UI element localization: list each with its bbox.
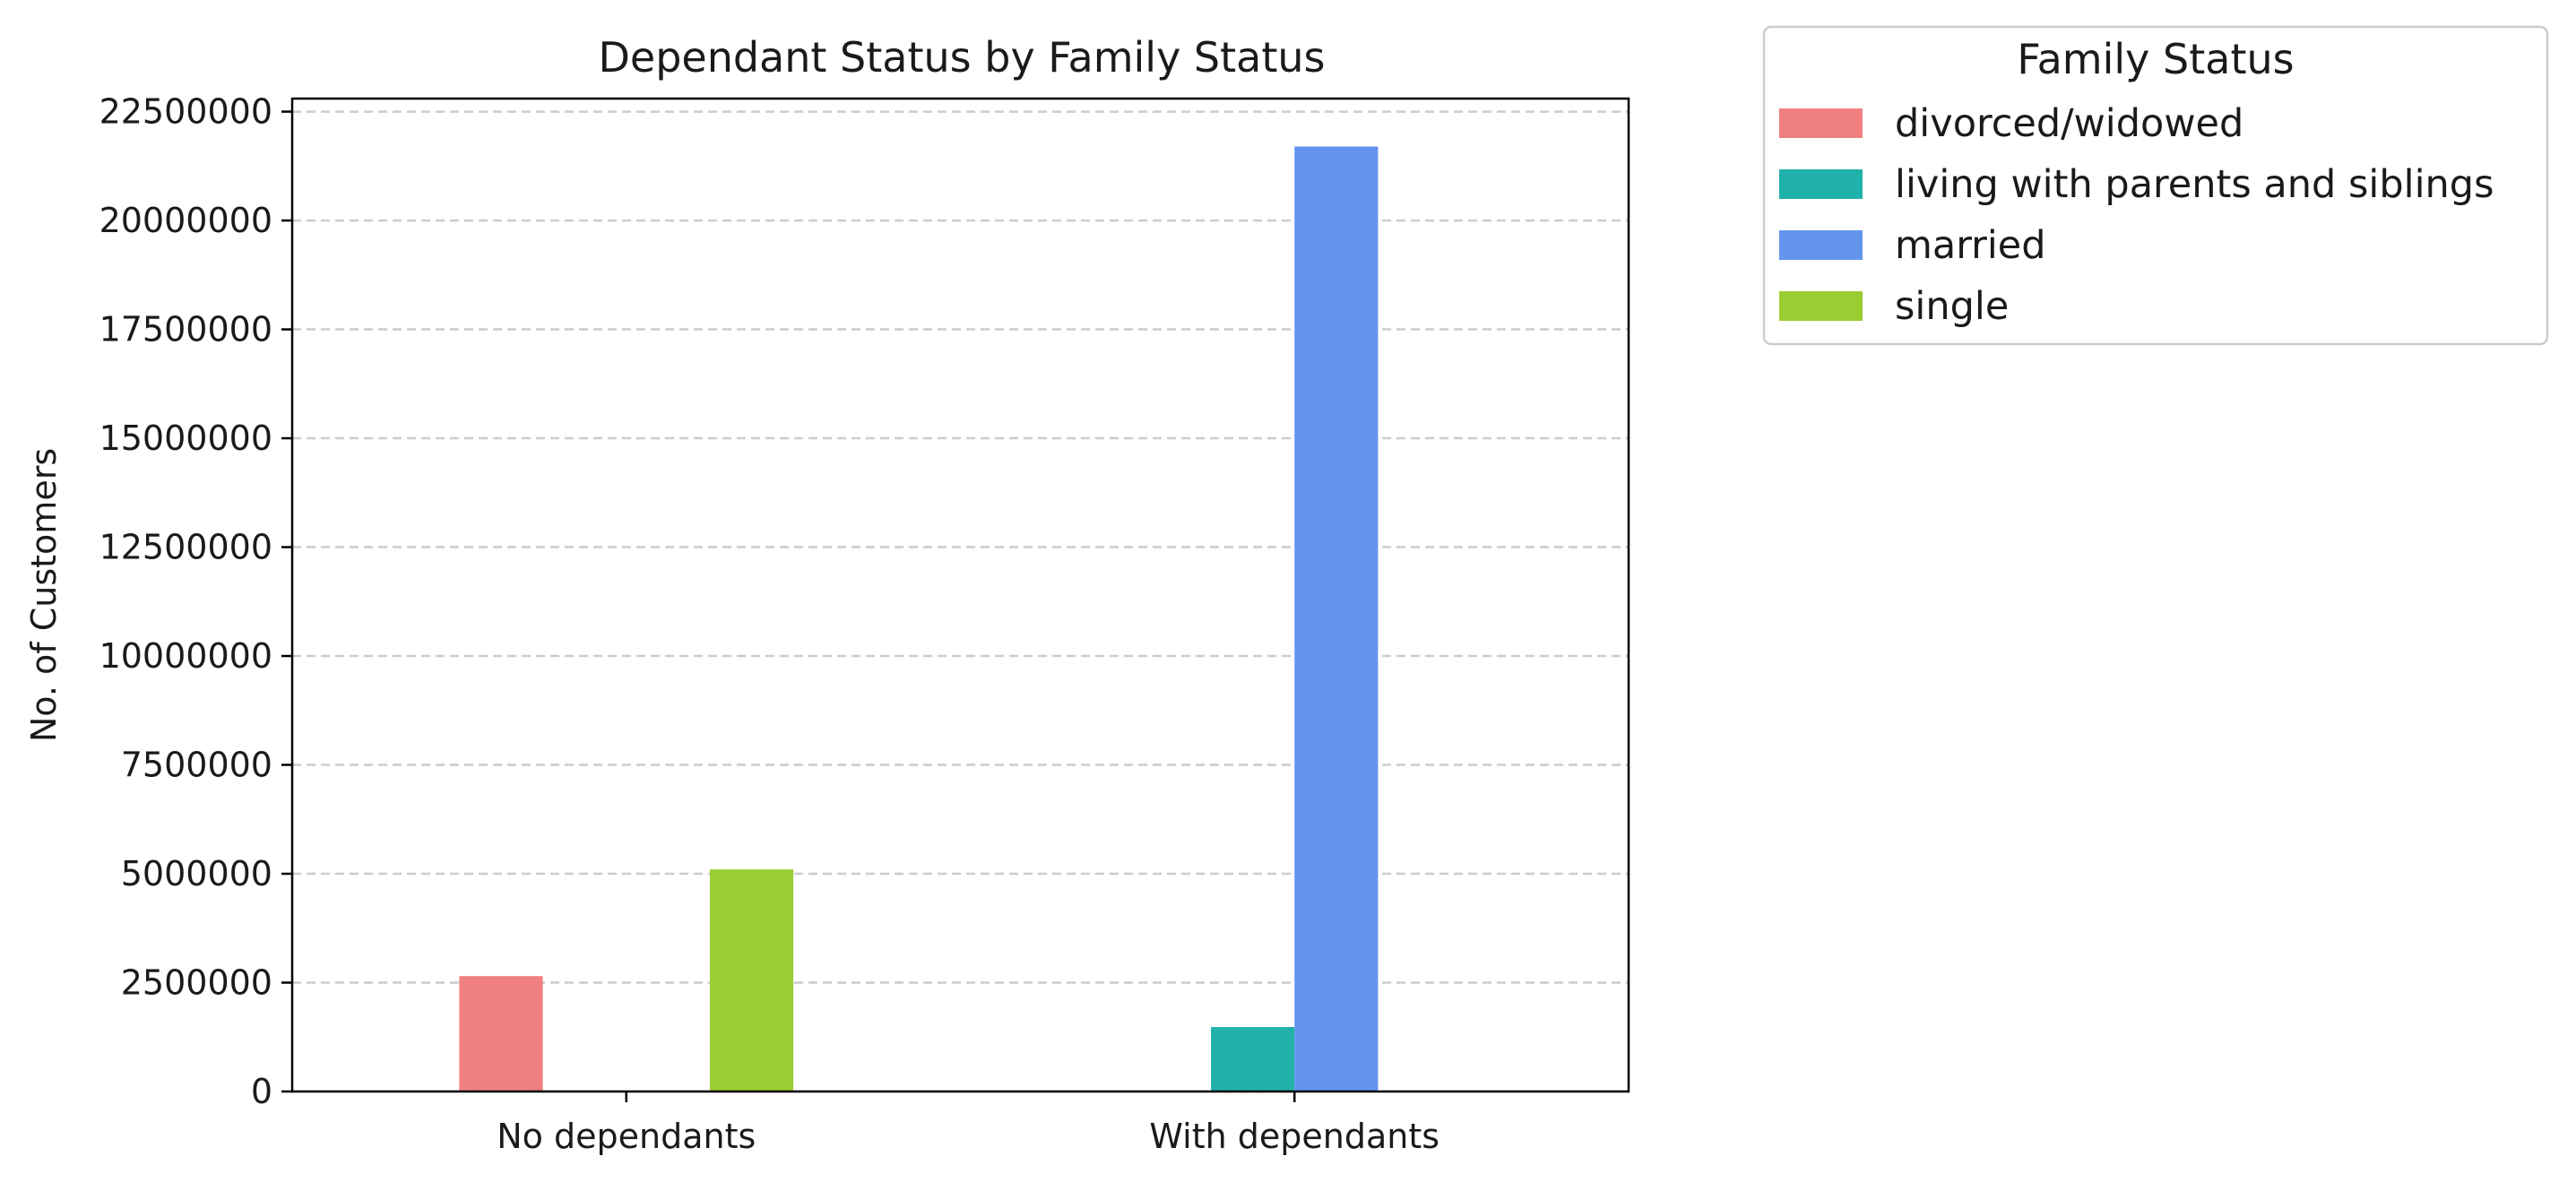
y-tick-label: 20000000: [99, 201, 272, 240]
legend-swatch: [1779, 230, 1863, 260]
legend-label: divorced/widowed: [1895, 101, 2243, 146]
legend-title: Family Status: [2017, 35, 2294, 83]
legend-label: married: [1895, 223, 2046, 268]
y-tick-label: 10000000: [99, 636, 272, 676]
legend-swatch: [1779, 169, 1863, 199]
x-tick-label: No dependants: [497, 1117, 756, 1156]
bar-living-with-parents-and-siblings: [1211, 1027, 1295, 1091]
legend: Family Status divorced/widowed living wit…: [1762, 25, 2549, 346]
bars: [459, 146, 1379, 1091]
legend-label: living with parents and siblings: [1895, 162, 2494, 207]
bar-single: [709, 869, 794, 1091]
y-axis-label: No. of Customers: [24, 448, 64, 742]
y-tick-label: 5000000: [121, 854, 272, 893]
legend-swatch: [1779, 108, 1863, 138]
y-tick-label: 7500000: [121, 746, 272, 785]
x-axis: No dependants With dependants: [497, 1091, 1439, 1156]
y-tick-label: 12500000: [99, 528, 272, 567]
bar-married: [1294, 146, 1379, 1091]
y-tick-label: 22500000: [99, 92, 272, 132]
chart-title: Dependant Status by Family Status: [598, 33, 1325, 82]
y-tick-label: 0: [251, 1072, 272, 1111]
y-tick-label: 15000000: [99, 418, 272, 458]
y-axis: 0 2500000 5000000 7500000 10000000 12500000 15…: [99, 92, 292, 1111]
y-tick-label: 2500000: [121, 963, 272, 1003]
x-tick-label: With dependants: [1149, 1117, 1439, 1156]
legend-label: single: [1895, 284, 2009, 329]
y-tick-label: 17500000: [99, 310, 272, 349]
grid-lines: [292, 110, 1629, 1093]
legend-items: divorced/widowed living with parents and …: [1779, 101, 2494, 329]
legend-swatch: [1779, 291, 1863, 321]
legend-frame: [1762, 25, 2549, 346]
bar-divorced-widowed: [459, 976, 543, 1091]
plot-frame: [290, 97, 1630, 1093]
